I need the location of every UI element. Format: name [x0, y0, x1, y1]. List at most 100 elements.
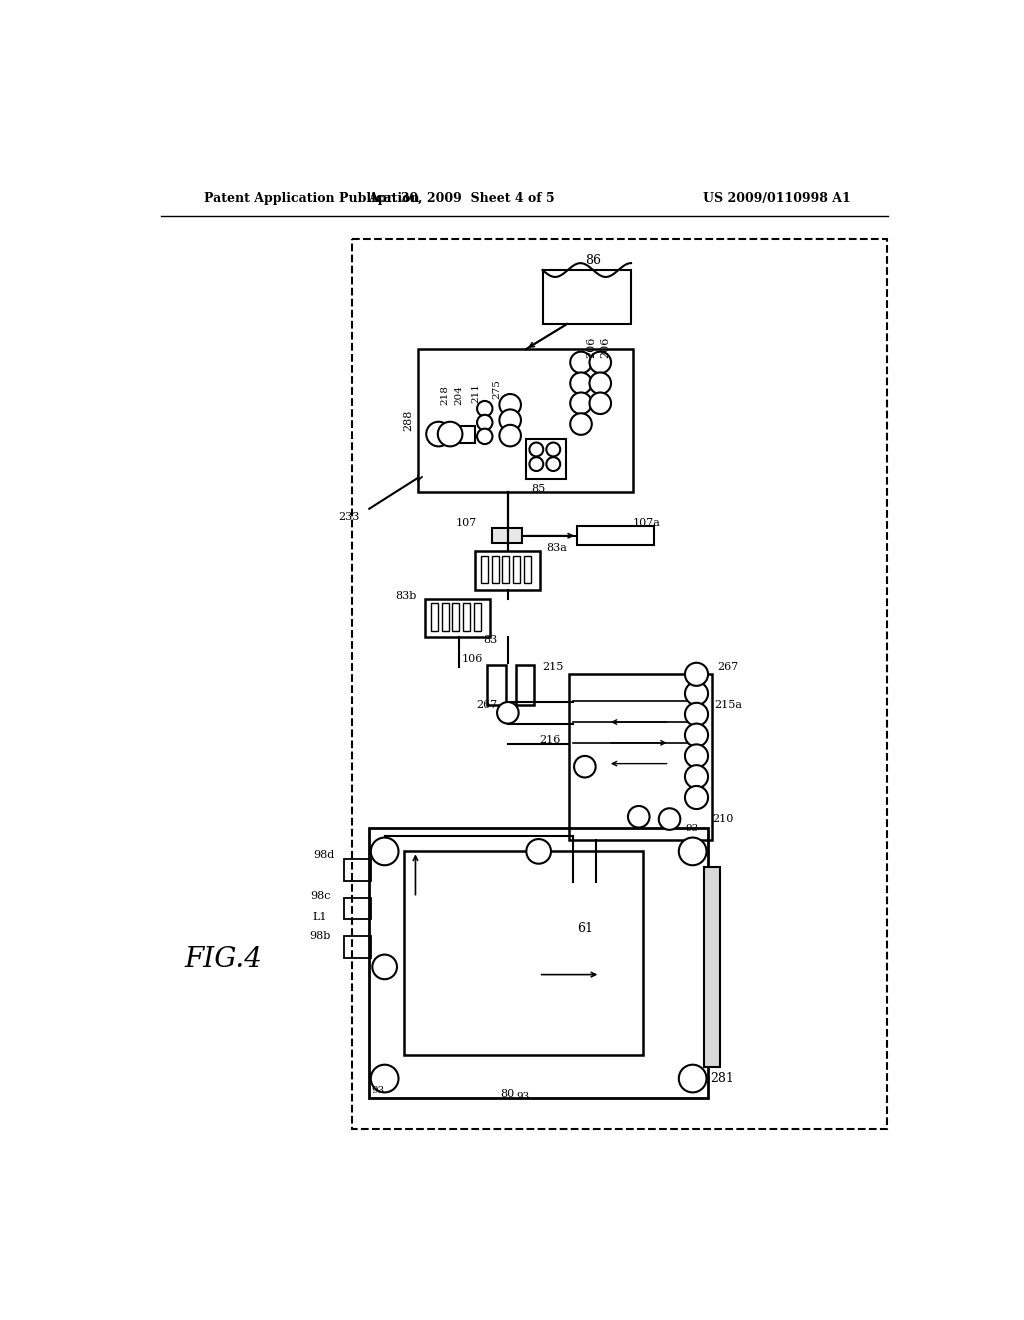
Circle shape: [529, 442, 544, 457]
Bar: [453, 603, 460, 631]
Bar: [524, 556, 531, 583]
Circle shape: [590, 372, 611, 393]
Text: 107a: 107a: [633, 519, 660, 528]
Bar: [441, 603, 449, 631]
Circle shape: [500, 425, 521, 446]
Text: 93: 93: [685, 824, 698, 833]
Bar: [460, 425, 475, 442]
Bar: [463, 603, 470, 631]
Text: 206: 206: [601, 337, 610, 358]
Bar: [431, 603, 438, 631]
Bar: [569, 675, 712, 840]
Circle shape: [547, 457, 560, 471]
Text: 204: 204: [454, 385, 463, 405]
Circle shape: [574, 756, 596, 777]
Circle shape: [371, 837, 398, 866]
Circle shape: [526, 840, 551, 863]
Bar: [481, 556, 487, 583]
Bar: [543, 271, 631, 323]
Bar: [513, 556, 520, 583]
Circle shape: [426, 422, 451, 446]
Circle shape: [685, 785, 708, 809]
Circle shape: [477, 401, 493, 416]
Circle shape: [685, 744, 708, 767]
Bar: [344, 859, 371, 880]
Circle shape: [685, 766, 708, 788]
Bar: [425, 599, 490, 638]
Text: 83a: 83a: [547, 543, 567, 553]
Bar: [493, 528, 521, 544]
Bar: [492, 556, 499, 583]
Text: 211: 211: [472, 383, 480, 403]
Text: 215: 215: [542, 661, 563, 672]
Text: 98b: 98b: [309, 931, 331, 941]
Text: 267: 267: [476, 700, 497, 710]
Bar: [344, 898, 371, 919]
Text: 206: 206: [586, 337, 596, 358]
Text: 98d: 98d: [313, 850, 335, 861]
Text: 218: 218: [440, 385, 450, 405]
Circle shape: [373, 954, 397, 979]
Text: 288: 288: [402, 409, 413, 430]
Circle shape: [570, 372, 592, 393]
Text: 83b: 83b: [395, 591, 417, 601]
Circle shape: [590, 392, 611, 414]
Text: US 2009/0110998 A1: US 2009/0110998 A1: [702, 191, 851, 205]
Text: FIG.4: FIG.4: [184, 945, 262, 973]
Bar: [475, 552, 541, 590]
Circle shape: [658, 808, 680, 830]
Text: L1: L1: [312, 912, 327, 921]
Circle shape: [628, 807, 649, 828]
Text: 80: 80: [501, 1089, 515, 1100]
Bar: [515, 665, 535, 705]
Text: 210: 210: [713, 814, 734, 824]
Bar: [487, 665, 506, 705]
Text: 83: 83: [483, 635, 497, 645]
Text: Apr. 30, 2009  Sheet 4 of 5: Apr. 30, 2009 Sheet 4 of 5: [369, 191, 555, 205]
Text: 233: 233: [339, 512, 360, 523]
Text: 61: 61: [578, 921, 593, 935]
Bar: [578, 527, 654, 545]
Text: 85: 85: [531, 484, 546, 495]
Bar: [352, 239, 888, 1129]
Circle shape: [477, 429, 493, 444]
Circle shape: [497, 702, 518, 723]
Text: 93: 93: [372, 1085, 385, 1094]
Text: 267: 267: [717, 661, 738, 672]
Circle shape: [679, 837, 707, 866]
Circle shape: [500, 393, 521, 416]
Text: 216: 216: [539, 735, 560, 744]
Circle shape: [685, 682, 708, 705]
Circle shape: [570, 413, 592, 434]
Bar: [705, 867, 720, 1067]
Text: 106: 106: [462, 653, 483, 664]
Text: 275: 275: [493, 379, 502, 400]
Text: 107: 107: [456, 519, 477, 528]
Circle shape: [685, 663, 708, 686]
Text: 98c: 98c: [310, 891, 331, 902]
Circle shape: [371, 1065, 398, 1093]
Text: 215a: 215a: [714, 700, 742, 710]
Circle shape: [685, 702, 708, 726]
Circle shape: [438, 422, 463, 446]
Bar: [503, 556, 509, 583]
Bar: [474, 603, 481, 631]
Circle shape: [547, 442, 560, 457]
Circle shape: [500, 409, 521, 430]
Text: 86: 86: [585, 253, 601, 267]
Circle shape: [570, 351, 592, 374]
Circle shape: [570, 392, 592, 414]
Bar: [525, 440, 565, 479]
Bar: [418, 350, 634, 492]
Text: 281: 281: [711, 1072, 734, 1085]
Text: 93: 93: [517, 1092, 529, 1101]
Text: Patent Application Publication: Patent Application Publication: [204, 191, 419, 205]
Circle shape: [679, 1065, 707, 1093]
Bar: [344, 936, 371, 958]
Bar: [403, 851, 643, 1056]
Bar: [370, 829, 708, 1098]
Circle shape: [685, 723, 708, 747]
Circle shape: [477, 414, 493, 430]
Circle shape: [529, 457, 544, 471]
Circle shape: [590, 351, 611, 374]
